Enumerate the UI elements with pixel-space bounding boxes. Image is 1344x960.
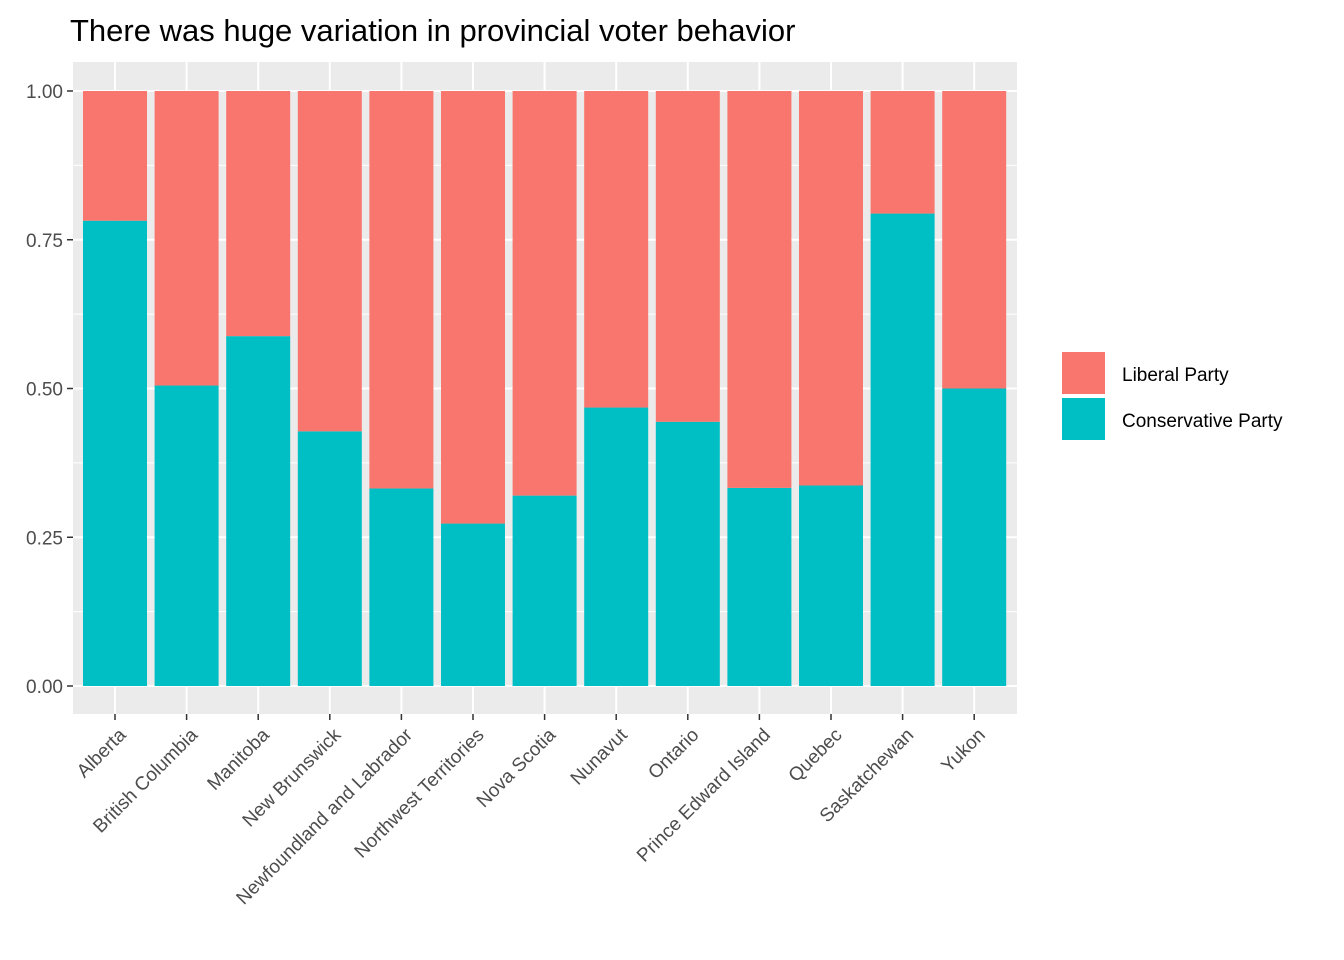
x-tick-label: Alberta (73, 724, 131, 782)
bar-liberal-12 (942, 91, 1007, 389)
bar-liberal-10 (799, 91, 863, 486)
x-tick-label: Northwest Territories (351, 725, 489, 863)
bar-liberal-2 (226, 91, 291, 337)
bar-conservative-6 (512, 495, 577, 686)
bar-liberal-1 (154, 91, 219, 386)
legend-label-0: Liberal Party (1122, 365, 1229, 386)
legend-key-0 (1062, 352, 1105, 394)
chart-title: There was huge variation in provincial v… (70, 13, 795, 48)
bar-conservative-9 (727, 487, 792, 686)
bar-conservative-11 (870, 213, 935, 686)
bar-liberal-6 (512, 91, 577, 496)
bar-conservative-4 (369, 488, 434, 686)
bar-liberal-4 (369, 91, 434, 489)
bar-liberal-7 (584, 91, 649, 408)
bar-liberal-9 (727, 91, 792, 488)
x-tick-label: Prince Edward Island (633, 725, 775, 867)
legend-label-1: Conservative Party (1122, 411, 1283, 432)
bar-conservative-12 (942, 388, 1007, 686)
bar-conservative-1 (154, 385, 219, 686)
y-tick-label: 0.75 (26, 231, 63, 252)
x-tick-label: Ontario (644, 725, 703, 784)
y-axis: 0.00 0.25 0.50 0.75 1.00 (26, 82, 73, 698)
bar-conservative-10 (799, 485, 863, 686)
bar-conservative-0 (83, 220, 147, 686)
bar-liberal-3 (297, 91, 362, 432)
bar-liberal-8 (655, 91, 720, 422)
x-tick-label: Yukon (938, 725, 990, 777)
y-tick-label: 0.25 (26, 528, 63, 549)
x-tick-label: Nunavut (567, 724, 632, 789)
bar-conservative-7 (584, 407, 649, 686)
bar-liberal-5 (441, 91, 505, 524)
bar-liberal-0 (83, 91, 147, 221)
bar-conservative-5 (441, 523, 505, 686)
x-tick-label: Quebec (785, 725, 847, 787)
legend: Liberal Party Conservative Party (1062, 352, 1283, 440)
bar-conservative-2 (226, 336, 291, 686)
legend-key-1 (1062, 398, 1105, 440)
bars (83, 91, 1007, 686)
x-tick-label: Manitoba (204, 724, 274, 794)
bar-conservative-8 (655, 421, 720, 686)
bar-liberal-11 (870, 91, 935, 214)
bar-conservative-3 (297, 431, 362, 686)
y-tick-label: 0.00 (26, 677, 63, 698)
y-tick-label: 1.00 (26, 82, 63, 103)
y-tick-label: 0.50 (26, 380, 63, 401)
